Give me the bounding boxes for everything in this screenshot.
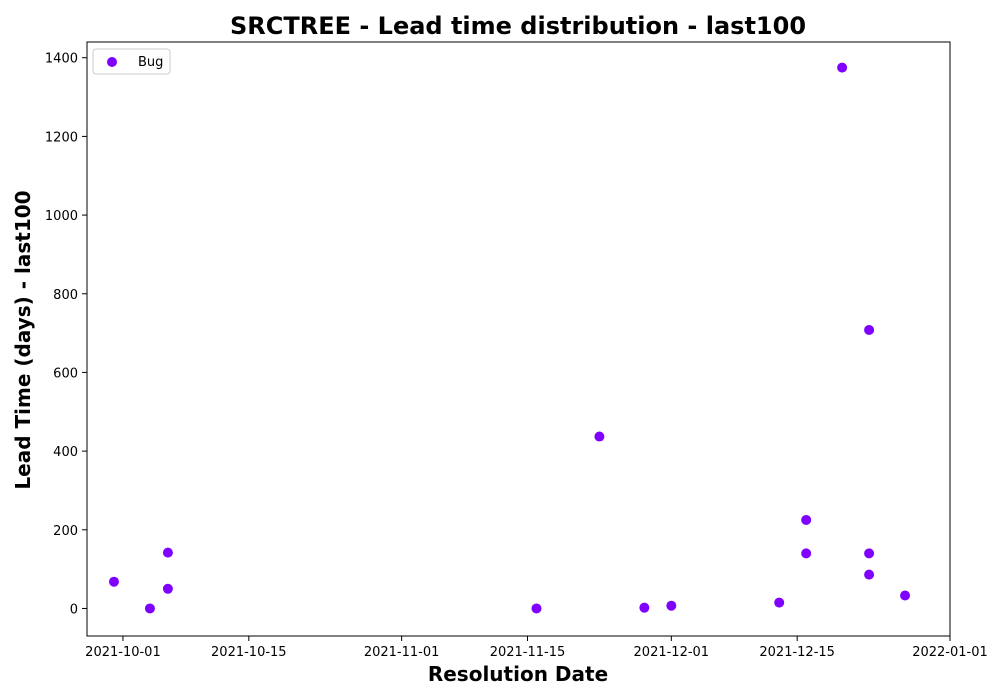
y-axis: 0 200 400 600 800 1000 1200 1400 — [45, 52, 87, 617]
data-point — [864, 324, 875, 335]
data-point — [108, 576, 119, 587]
x-tick-label: 2022-01-01 — [912, 645, 988, 660]
data-points — [108, 62, 911, 614]
data-point — [801, 548, 812, 559]
data-point — [801, 514, 812, 525]
y-tick-label: 800 — [53, 288, 78, 303]
x-axis: 2021-10-01 2021-10-15 2021-11-01 2021-11-15… — [85, 636, 988, 660]
data-point — [594, 431, 605, 442]
x-tick-label: 2021-10-01 — [85, 645, 161, 660]
data-point — [837, 62, 848, 73]
legend-marker-bug — [107, 57, 117, 67]
data-point — [531, 603, 542, 614]
plot-frame — [86, 41, 951, 637]
legend-box — [92, 48, 171, 75]
data-point — [639, 602, 650, 613]
y-tick-label: 200 — [53, 524, 78, 539]
x-tick-label: 2021-12-15 — [759, 645, 835, 660]
legend: Bug — [92, 48, 171, 75]
y-tick-label: 0 — [70, 602, 78, 617]
x-axis-label: Resolution Date — [428, 662, 608, 686]
x-tick-label: 2021-11-15 — [490, 645, 566, 660]
y-axis-label: Lead Time (days) - last100 — [11, 190, 35, 489]
data-point — [144, 603, 155, 614]
x-tick-label: 2021-10-15 — [211, 645, 287, 660]
y-tick-label: 1400 — [45, 52, 78, 67]
data-point — [666, 600, 677, 611]
x-tick-label: 2021-12-01 — [634, 645, 710, 660]
y-tick-label: 1000 — [45, 209, 78, 224]
data-point — [774, 597, 785, 608]
y-tick-label: 600 — [53, 366, 78, 381]
data-point — [900, 590, 911, 601]
data-point — [162, 547, 173, 558]
legend-label-bug: Bug — [138, 55, 163, 70]
x-tick-label: 2021-11-01 — [364, 645, 440, 660]
y-tick-label: 400 — [53, 445, 78, 460]
data-point — [864, 548, 875, 559]
data-point — [162, 583, 173, 594]
data-point — [864, 569, 875, 580]
chart-title: SRCTREE - Lead time distribution - last1… — [230, 12, 806, 40]
y-tick-label: 1200 — [45, 130, 78, 145]
